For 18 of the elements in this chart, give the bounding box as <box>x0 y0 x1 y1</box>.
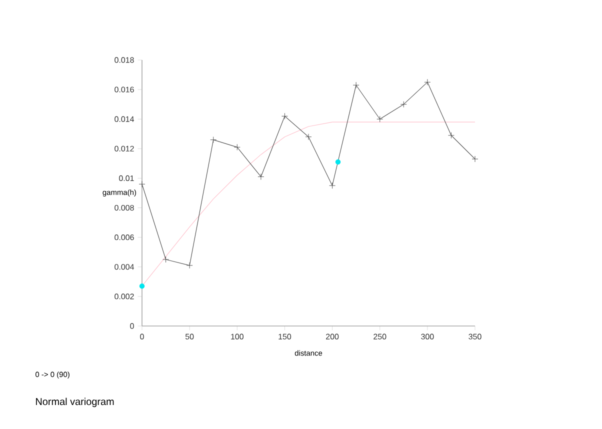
point <box>281 112 288 120</box>
point <box>376 116 384 122</box>
point <box>186 262 193 269</box>
point <box>329 182 336 189</box>
text: Normal variogram <box>36 398 114 408</box>
point <box>424 78 431 86</box>
point <box>472 156 478 162</box>
point <box>234 144 240 150</box>
point <box>210 136 217 144</box>
point <box>138 180 146 188</box>
point <box>162 256 170 263</box>
point <box>335 159 341 165</box>
point <box>400 101 407 108</box>
point <box>139 283 145 289</box>
point <box>305 134 312 140</box>
point <box>258 173 264 180</box>
point <box>352 82 360 88</box>
point <box>448 132 454 139</box>
